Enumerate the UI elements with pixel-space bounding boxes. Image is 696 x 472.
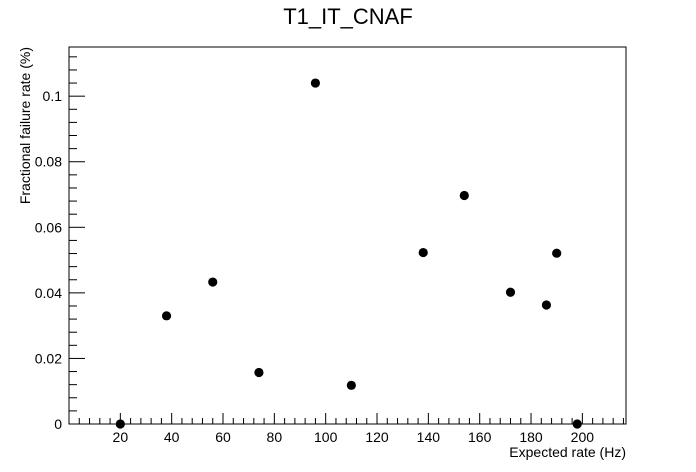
- y-axis-label: Fractional failure rate (%): [17, 47, 33, 204]
- chart-title: T1_IT_CNAF: [283, 4, 413, 29]
- x-axis-tick-labels: 20 40 60 80 100 120 140 160 180 200: [113, 429, 595, 445]
- x-tick-label: 60: [215, 429, 231, 445]
- data-point: [459, 190, 469, 201]
- y-tick-label: 0.1: [43, 88, 63, 104]
- data-point: [418, 247, 428, 258]
- data-point: [208, 277, 218, 287]
- y-axis-ticks: [69, 56, 85, 425]
- x-tick-label: 140: [417, 429, 441, 445]
- data-point: [552, 248, 562, 258]
- data-point: [310, 78, 321, 88]
- data-point: [115, 419, 125, 429]
- plot-frame: [68, 46, 627, 425]
- x-axis-label: Expected rate (Hz): [509, 444, 626, 460]
- y-tick-label: 0: [54, 416, 62, 432]
- x-tick-label: 20: [113, 429, 129, 445]
- x-tick-label: 120: [365, 429, 389, 445]
- x-tick-label: 100: [314, 429, 338, 445]
- x-tick-label: 80: [267, 429, 283, 445]
- data-points: [115, 78, 582, 429]
- x-tick-label: 40: [164, 429, 180, 445]
- x-axis-ticks: [78, 413, 624, 424]
- y-tick-label: 0.04: [35, 285, 62, 301]
- x-tick-label: 180: [519, 429, 543, 445]
- data-point: [346, 380, 356, 390]
- x-tick-label: 160: [468, 429, 492, 445]
- x-tick-label: 200: [571, 429, 595, 445]
- y-tick-label: 0.08: [35, 154, 62, 170]
- y-axis-tick-labels: 0 0.02 0.04 0.06 0.08 0.1: [35, 88, 62, 432]
- y-tick-label: 0.06: [35, 219, 62, 235]
- data-point: [505, 287, 516, 297]
- data-point: [254, 367, 264, 378]
- y-tick-label: 0.02: [35, 350, 62, 366]
- data-point: [572, 419, 582, 429]
- data-point: [161, 311, 172, 321]
- data-point: [541, 300, 552, 310]
